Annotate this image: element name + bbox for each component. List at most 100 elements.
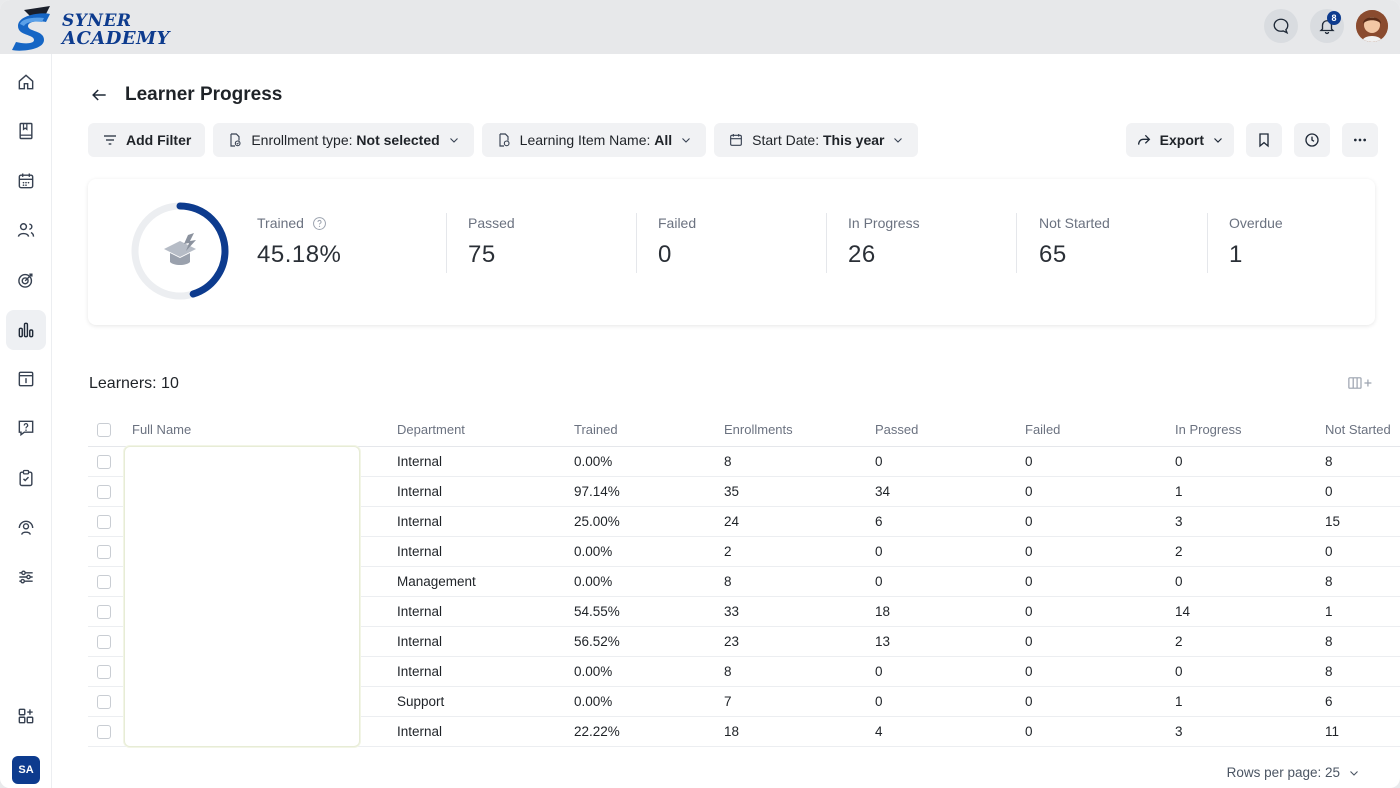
home-icon — [18, 74, 34, 90]
cell-in-progress: 3 — [1175, 506, 1325, 537]
cell-enrollments: 7 — [724, 686, 875, 717]
cell-failed: 0 — [1025, 446, 1175, 477]
row-checkbox[interactable] — [97, 694, 111, 709]
target-icon — [18, 273, 33, 288]
stat-passed-label: Passed — [468, 215, 515, 231]
select-all-checkbox[interactable] — [97, 423, 111, 438]
sidebar-item-content[interactable] — [6, 359, 46, 399]
sidebar-item-users[interactable] — [6, 210, 46, 250]
column-header-passed[interactable]: Passed — [875, 413, 1025, 447]
column-header-department[interactable]: Department — [397, 413, 574, 447]
cell-enrollments: 33 — [724, 596, 875, 627]
column-header-in-progress[interactable]: In Progress — [1175, 413, 1325, 447]
sidebar-item-settings[interactable] — [6, 557, 46, 597]
notifications-button[interactable]: 8 — [1310, 9, 1344, 43]
row-checkbox[interactable] — [97, 604, 111, 619]
stat-passed-value: 75 — [468, 241, 496, 268]
sidebar-item-help[interactable] — [6, 408, 46, 448]
more-options-button[interactable] — [1342, 123, 1378, 157]
row-checkbox[interactable] — [97, 634, 111, 649]
column-header-full-name[interactable]: Full Name — [132, 413, 397, 447]
table-header-row: Full Name Department Trained Enrollments… — [88, 413, 1400, 447]
cell-failed: 0 — [1025, 656, 1175, 687]
sidebar: SA — [0, 54, 52, 788]
cell-passed: 6 — [875, 506, 1025, 537]
sidebar-item-apps[interactable] — [6, 696, 46, 736]
cell-department: Internal — [397, 656, 574, 687]
cell-department: Management — [397, 566, 574, 597]
column-header-enrollments[interactable]: Enrollments — [724, 413, 875, 447]
column-settings-button[interactable] — [1348, 376, 1374, 393]
row-checkbox[interactable] — [97, 664, 111, 679]
bookmark-button[interactable] — [1246, 123, 1282, 157]
stat-trained-value: 45.18% — [257, 241, 342, 268]
sidebar-item-goals[interactable] — [6, 260, 46, 300]
stat-overdue-value: 1 — [1229, 241, 1243, 268]
cell-trained: 97.14% — [574, 476, 724, 507]
cell-not-started: 8 — [1325, 446, 1400, 477]
chevron-down-icon — [1350, 770, 1358, 776]
learning-item-filter[interactable]: Learning Item Name: All — [481, 123, 707, 157]
stat-failed-value: 0 — [658, 241, 672, 268]
cell-not-started: 8 — [1325, 626, 1400, 657]
row-checkbox[interactable] — [97, 514, 111, 529]
history-button[interactable] — [1294, 123, 1330, 157]
rows-per-page-select[interactable]: Rows per page: 25 — [1227, 765, 1360, 780]
cell-not-started: 8 — [1325, 566, 1400, 597]
row-checkbox[interactable] — [97, 454, 111, 469]
cell-trained: 22.22% — [574, 716, 724, 747]
back-arrow-icon[interactable] — [89, 85, 109, 105]
stat-trained-label: Trained — [257, 215, 304, 231]
book-icon — [19, 122, 33, 140]
cell-failed: 0 — [1025, 506, 1175, 537]
avatar-image-icon — [1356, 10, 1388, 42]
row-checkbox[interactable] — [97, 544, 111, 559]
sidebar-item-calendar[interactable] — [6, 161, 46, 201]
cell-trained: 0.00% — [574, 536, 724, 567]
cell-in-progress: 3 — [1175, 716, 1325, 747]
cell-in-progress: 2 — [1175, 536, 1325, 567]
cell-failed: 0 — [1025, 566, 1175, 597]
cell-in-progress: 0 — [1175, 656, 1325, 687]
add-filter-label: Add Filter — [126, 132, 192, 148]
row-checkbox[interactable] — [97, 724, 111, 739]
sidebar-item-reports[interactable] — [6, 310, 46, 350]
column-header-not-started[interactable]: Not Started — [1325, 413, 1400, 447]
page-title: Learner Progress — [125, 84, 283, 105]
cell-enrollments: 8 — [724, 446, 875, 477]
start-date-filter-value: This year — [822, 132, 885, 148]
help-circle-icon[interactable] — [312, 216, 327, 231]
row-checkbox[interactable] — [97, 574, 111, 589]
trained-progress-ring — [131, 202, 229, 300]
stat-passed: Passed 75 — [468, 215, 515, 269]
row-checkbox[interactable] — [97, 484, 111, 499]
sidebar-item-support[interactable] — [6, 508, 46, 548]
user-initials-badge[interactable]: SA — [12, 756, 40, 784]
add-filter-button[interactable]: Add Filter — [88, 123, 206, 157]
cell-trained: 25.00% — [574, 506, 724, 537]
cell-in-progress: 1 — [1175, 686, 1325, 717]
brand-logo[interactable]: SYNER ACADEMY — [10, 4, 180, 52]
sidebar-item-catalog[interactable] — [6, 111, 46, 151]
cell-failed: 0 — [1025, 686, 1175, 717]
cell-trained: 54.55% — [574, 596, 724, 627]
user-avatar[interactable] — [1356, 10, 1388, 42]
enrollment-type-filter[interactable]: Enrollment type: Not selected — [213, 123, 474, 157]
column-header-failed[interactable]: Failed — [1025, 413, 1175, 447]
cell-in-progress: 0 — [1175, 446, 1325, 477]
column-header-trained[interactable]: Trained — [574, 413, 724, 447]
sidebar-item-assignments[interactable] — [6, 458, 46, 498]
cell-not-started: 15 — [1325, 506, 1400, 537]
cell-passed: 0 — [875, 686, 1025, 717]
chat-button[interactable] — [1264, 9, 1298, 43]
cell-failed: 0 — [1025, 716, 1175, 747]
start-date-filter[interactable]: Start Date: This year — [714, 123, 919, 157]
export-button[interactable]: Export — [1125, 123, 1234, 157]
sidebar-item-home[interactable] — [6, 62, 46, 102]
calendar-icon — [730, 134, 743, 146]
table-row[interactable]: Support 0.00% 7 0 0 1 6 — [88, 686, 1400, 717]
table-row[interactable]: Internal 25.00% 24 6 0 3 15 — [88, 506, 1400, 537]
stat-in-progress: In Progress 26 — [848, 215, 920, 269]
users-icon — [17, 223, 35, 237]
